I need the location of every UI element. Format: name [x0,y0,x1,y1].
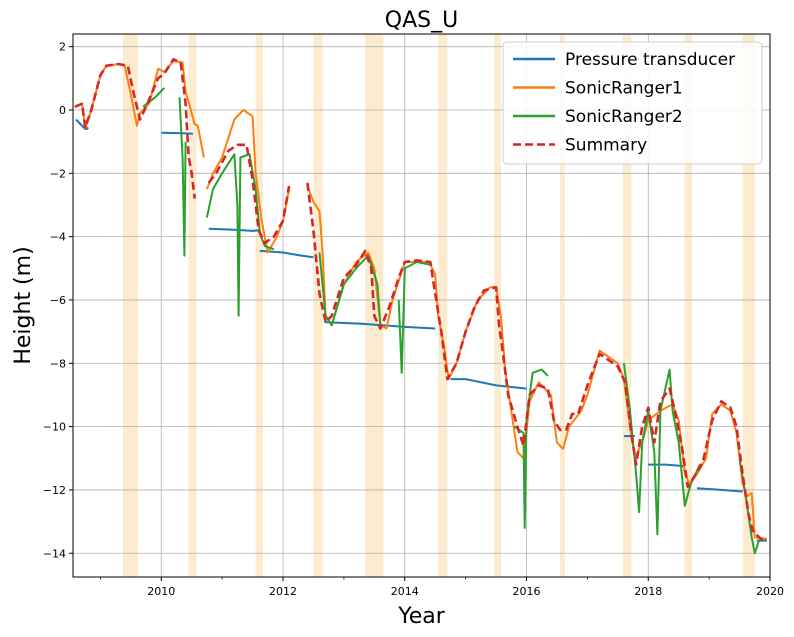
plot-frame [72,33,771,578]
x-tick-label: 2010 [147,585,175,598]
legend-label: SonicRanger1 [565,79,683,99]
y-tick-label: −12 [43,484,66,497]
legend-label: Summary [565,136,647,156]
series-line [207,143,291,245]
series-line [161,131,193,135]
series-line [318,252,382,327]
y-tick-label: −8 [50,357,66,370]
y-tick-label: 2 [59,41,66,54]
series-line [513,368,549,529]
series-line [178,97,187,257]
series-summary [74,58,767,541]
summer-band [742,34,755,577]
y-tick-label: −6 [50,294,66,307]
legend-box [502,41,763,165]
series-line [450,378,527,390]
y-tick-label: −14 [43,547,66,560]
summer-band [122,34,139,577]
summer-band [438,34,448,577]
y-tick-label: −10 [43,421,66,434]
x-tick-label: 2012 [269,585,297,598]
x-tick-label: 2020 [756,585,784,598]
y-tick-label: −4 [50,231,66,244]
x-tick-label: 2014 [391,585,419,598]
y-axis-label: Height (m) [11,246,36,364]
summer-band [188,34,197,577]
series-line [74,58,196,199]
x-axis-label: Year [397,604,446,629]
summer-band [622,34,632,577]
summer-band [494,34,501,577]
summer-band [684,34,693,577]
series-layer [74,58,768,555]
y-axis: 2 0 −2 −4 −6 −8 −10 −12 −14 [43,41,73,560]
summer-band [313,34,323,577]
y-tick-label: −2 [50,167,66,180]
series-line [208,227,259,232]
series-line [205,109,291,254]
x-tick-label: 2016 [513,585,541,598]
series-line [259,249,314,259]
series-line [74,59,205,158]
y-tick-label: 0 [59,104,66,117]
series-line [622,363,701,536]
legend-label: SonicRanger2 [565,107,683,127]
series-line [696,487,743,493]
series-line [397,261,433,374]
summer-bands [122,34,755,577]
summer-band [559,34,565,577]
legend-label: Pressure transducer [565,50,735,70]
chart-title: QAS_U [385,8,458,33]
legend: Pressure transducer SonicRanger1 SonicRang… [502,41,763,165]
series-line [306,182,767,541]
x-axis: 2010 2012 2014 2016 2018 2020 [99,577,784,598]
x-tick-label: 2018 [634,585,662,598]
series-line [324,321,436,330]
summer-band [255,34,263,577]
